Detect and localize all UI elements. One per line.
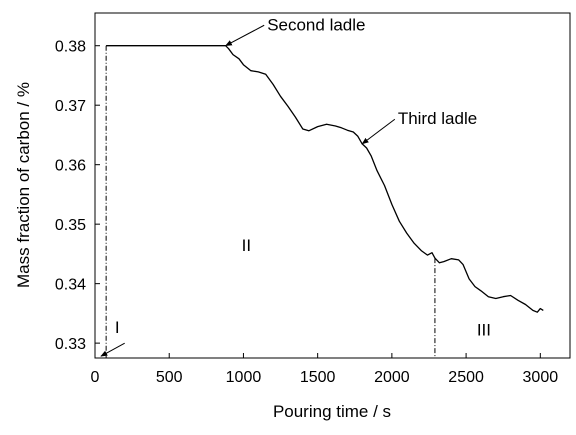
x-axis-tick-labels: 0 500 1000 1500 2000 2500 3000 bbox=[91, 369, 559, 386]
y-axis-ticks bbox=[95, 45, 100, 344]
x-tick-label: 3000 bbox=[523, 369, 559, 386]
x-tick-label: 500 bbox=[156, 369, 183, 386]
region-boundaries bbox=[105, 45, 436, 358]
x-tick-label: 1500 bbox=[300, 369, 336, 386]
annotation-second-ladle: Second ladle bbox=[267, 15, 365, 34]
y-tick-label: 0.36 bbox=[55, 158, 86, 175]
region-label-ii: II bbox=[242, 236, 251, 255]
region-i-arrow bbox=[100, 342, 125, 357]
x-tick-label: 2000 bbox=[374, 369, 410, 386]
y-tick-label: 0.38 bbox=[55, 39, 86, 56]
y-tick-label: 0.33 bbox=[55, 336, 86, 353]
y-tick-label: 0.35 bbox=[55, 217, 86, 234]
series-group bbox=[106, 45, 544, 313]
x-axis-label: Pouring time / s bbox=[273, 402, 391, 421]
x-tick-label: 2500 bbox=[448, 369, 484, 386]
annotation-third-ladle: Third ladle bbox=[398, 109, 477, 128]
x-tick-label: 1000 bbox=[226, 369, 262, 386]
annotation-arrow bbox=[361, 118, 396, 145]
annotation-arrow bbox=[225, 24, 265, 47]
x-axis-ticks bbox=[94, 353, 541, 358]
y-axis-tick-labels: 0.33 0.34 0.35 0.36 0.37 0.38 bbox=[55, 39, 86, 353]
y-axis-label: Mass fraction of carbon / % bbox=[14, 82, 33, 288]
region-label-iii: III bbox=[477, 320, 491, 339]
region-label-i: I bbox=[115, 318, 120, 337]
y-tick-label: 0.34 bbox=[55, 277, 86, 294]
x-tick-label: 0 bbox=[91, 369, 100, 386]
plot-frame bbox=[94, 12, 571, 359]
y-tick-label: 0.37 bbox=[55, 98, 86, 115]
carbon-series-line bbox=[106, 45, 544, 313]
